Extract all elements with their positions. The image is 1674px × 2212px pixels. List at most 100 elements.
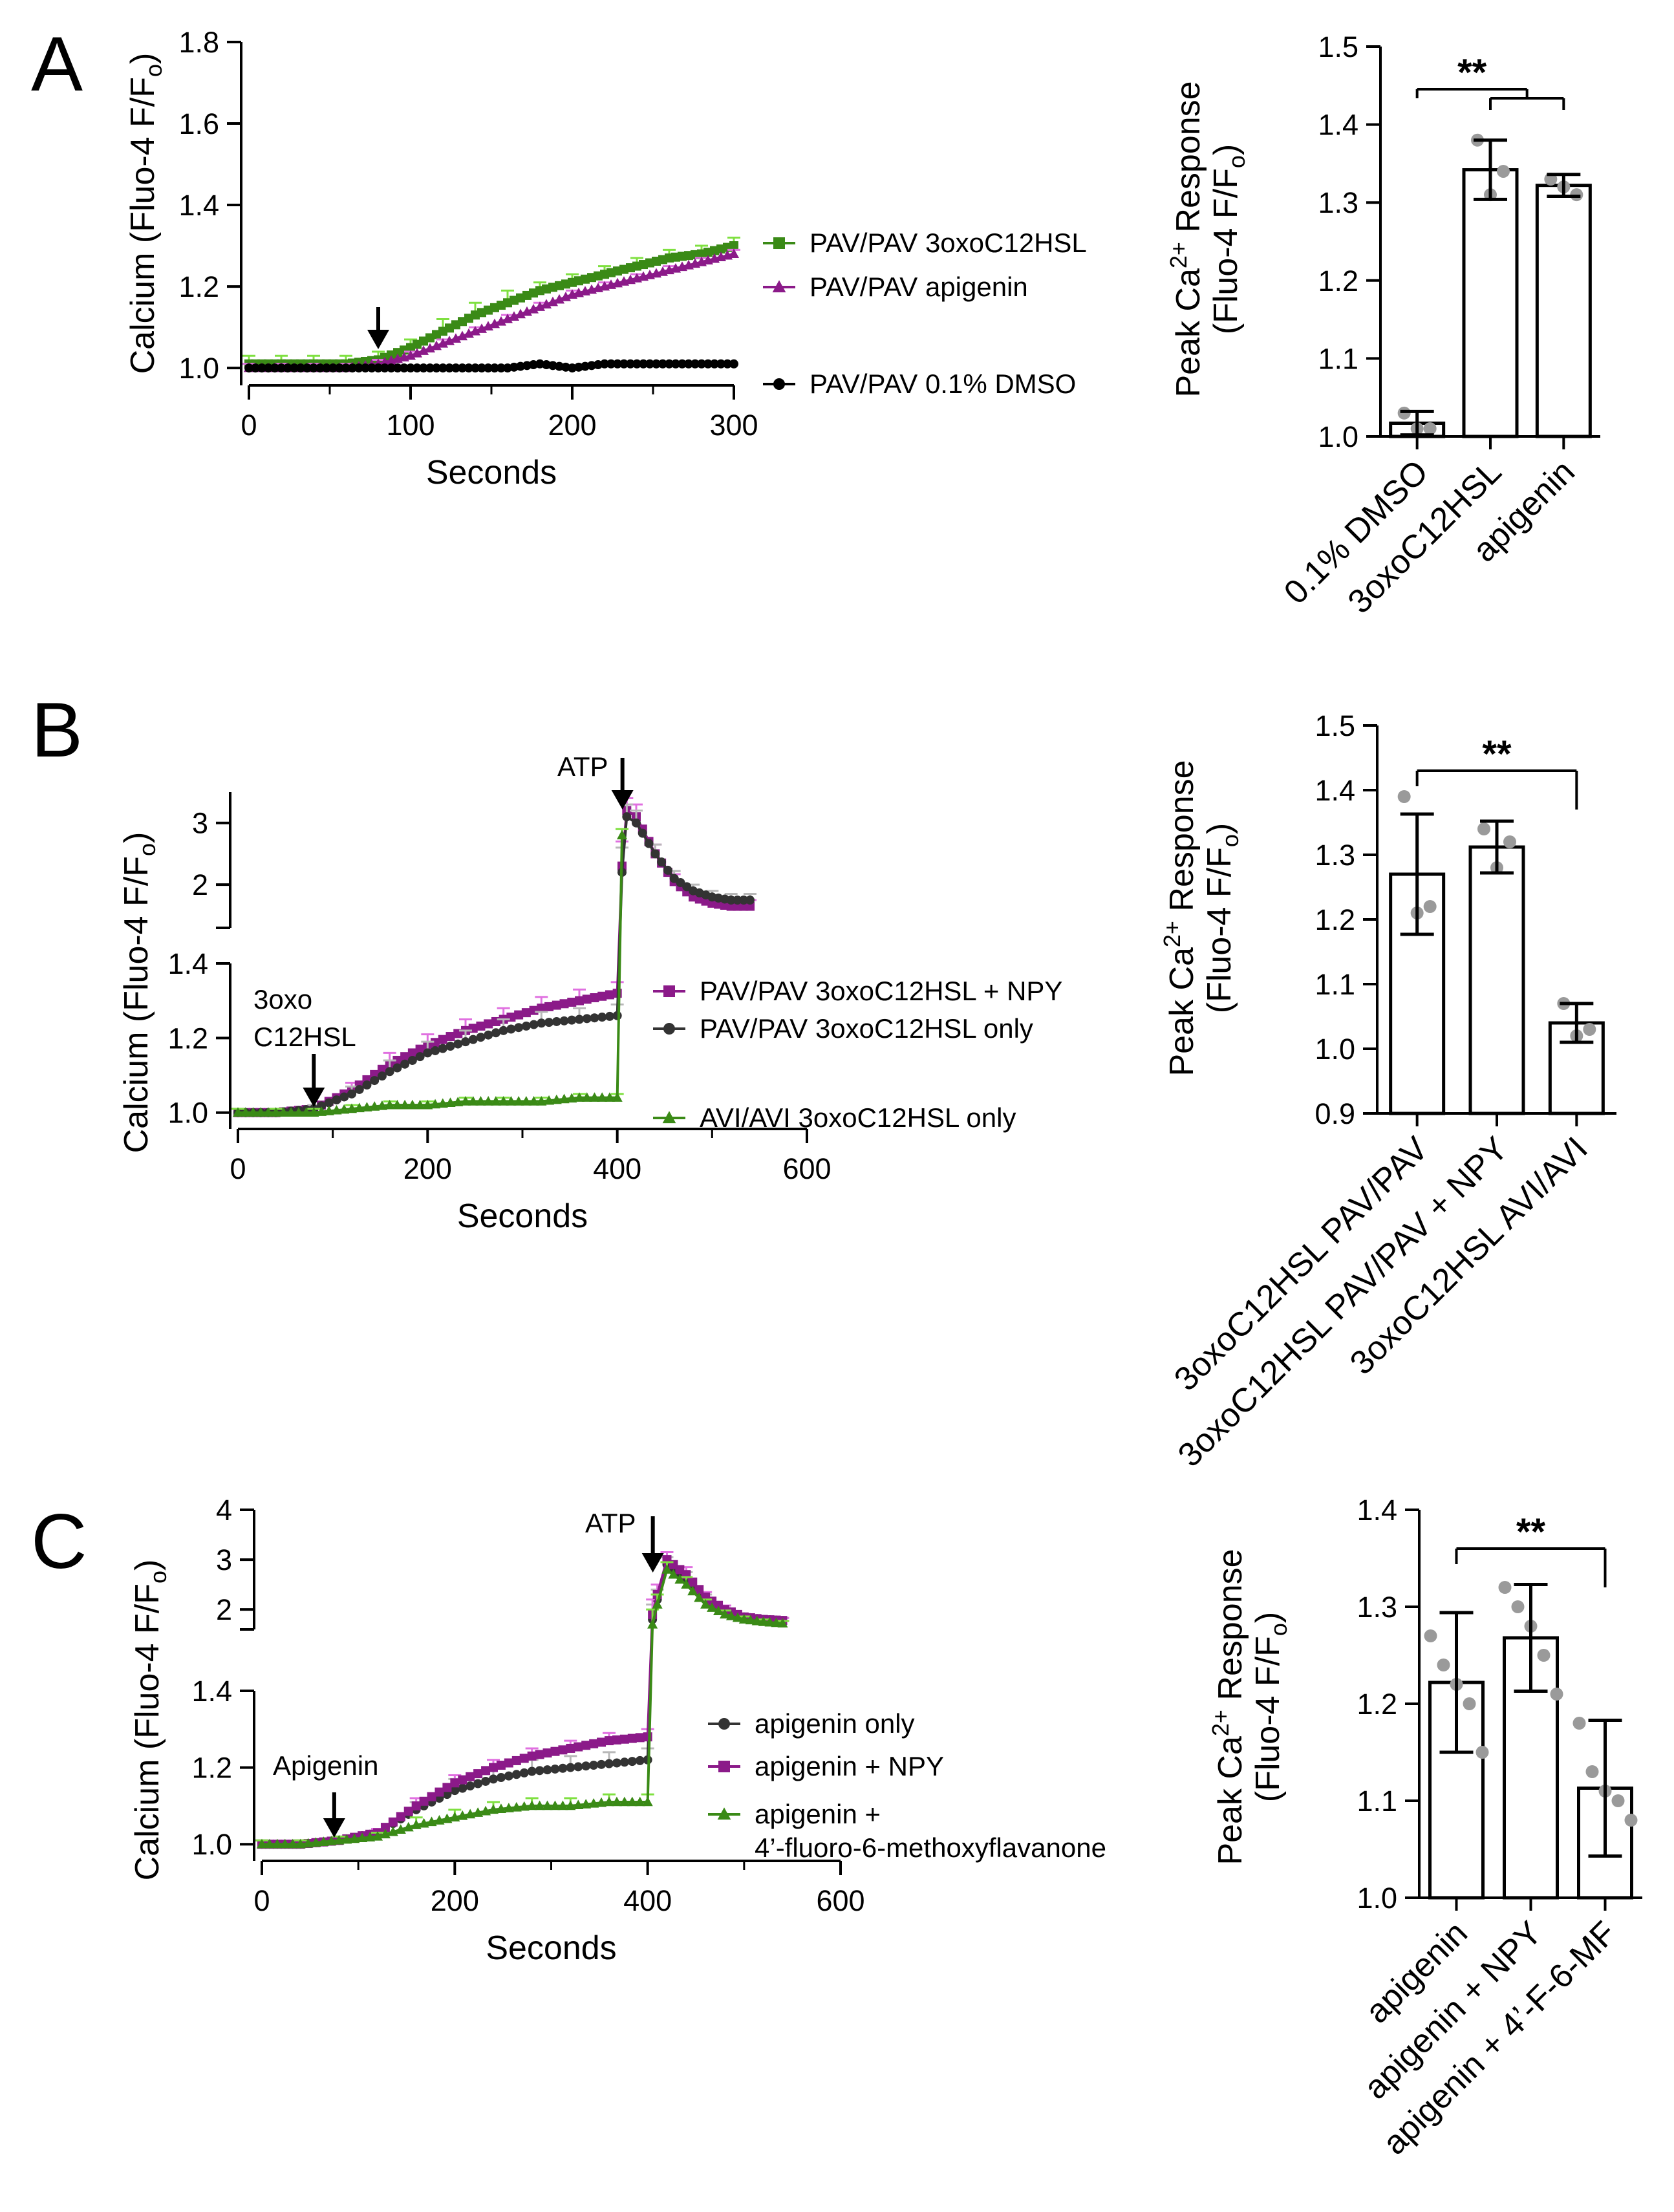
data-point [458,1783,467,1793]
data-point [634,1796,645,1807]
data-point [589,1739,599,1748]
data-point [713,1605,724,1616]
data-point [703,359,713,369]
data-point [558,1745,568,1755]
data-point [380,1823,390,1832]
x-tick-label: 200 [403,1152,452,1185]
replicate-point [1423,900,1437,913]
agonist-label: C12HSL [253,1022,356,1052]
trace-chart-C_trace: C 0 200 400 600 1.0 1.2 1.4 2 3 4 Seconds Calcium (F… [31,1494,1106,1967]
data-point [400,1099,411,1110]
bar-ylabel-line2: (Fluo-4 F/Fo) [1207,144,1250,335]
data-point [729,359,738,369]
data-point [438,1044,447,1053]
data-point [316,1106,327,1116]
data-point [504,1771,513,1781]
ylabel-text: Calcium (Fluo-4 F/F [129,1584,166,1880]
bar [1468,845,1525,1115]
data-point [604,1092,615,1102]
replicate-point [1498,1581,1512,1594]
data-point [435,1787,444,1797]
x-axis-label: Seconds [426,454,557,491]
data-point [484,1019,493,1029]
series-0: PAV/PAV 3oxoC12HSL [242,228,1087,369]
data-point [458,1775,467,1785]
y-axis-label: Calcium (Fluo-4 F/Fo) [124,53,167,374]
legend-marker [663,985,675,997]
legend-marker [772,280,786,293]
bar-chart-B_bar: 0.9 1.0 1.1 1.2 1.3 1.4 1.5 Peak Ca2+ Response(… [1159,709,1616,1474]
data-point [707,1602,718,1612]
y-tick-label-upper: 2 [192,868,208,901]
data-point [619,359,628,369]
data-point [520,1095,531,1106]
data-point [499,1025,508,1035]
data-point [567,1015,577,1025]
data-point [388,1817,398,1827]
legend-marker [773,378,785,390]
data-point [444,336,455,345]
bar [1462,168,1519,438]
data-point [567,997,577,1007]
y-tick-label: 1.5 [1318,30,1358,63]
y-tick-label-upper: 3 [192,807,208,840]
data-point [331,1104,342,1115]
data-point [427,1792,436,1801]
x-tick-label: 0 [241,409,257,442]
trace-chart-B_trace: B 0 200 400 600 1.0 1.2 1.4 2 3 Seconds Calcium (Fl… [31,687,1062,1235]
panel-c: C 0 200 400 600 1.0 1.2 1.4 2 3 4 Seconds Calcium (F… [31,1494,1642,2162]
x-tick-label: 400 [623,1884,672,1917]
data-point [697,359,706,369]
data-point [341,363,350,373]
category-label: 3oxoC12HSL PAV/PAV + NPY [1171,1130,1516,1474]
agonist-label: Apigenin [273,1750,378,1781]
data-point [489,1763,498,1772]
replicate-point [1424,1629,1437,1642]
data-point [332,1095,341,1105]
data-point [257,363,266,373]
data-point [430,1099,441,1109]
data-point [450,1778,460,1788]
data-point [481,1776,491,1786]
data-point [407,1048,417,1058]
data-point [263,1107,274,1117]
atp-label: ATP [557,751,608,782]
data-point [627,1757,637,1766]
y-tick-label-upper: 3 [216,1543,232,1576]
replicate-point [1611,1794,1625,1807]
data-point [248,1107,259,1117]
data-point [422,1099,433,1110]
data-point [573,1799,584,1810]
data-point [453,1097,464,1106]
data-point [694,1585,704,1595]
data-point [536,1095,547,1106]
data-point [684,359,693,369]
data-point [716,359,725,369]
y-tick-label: 1.4 [1318,109,1358,142]
ylabel-sub: o [140,64,167,77]
series-2: PAV/PAV 0.1% DMSO [244,359,1076,399]
data-point [339,1104,350,1114]
data-point [473,1769,483,1779]
data-point [508,311,520,321]
data-point [596,1797,607,1807]
data-point [559,1016,569,1025]
data-point [613,359,622,369]
data-point [466,1781,475,1791]
data-point [264,363,273,373]
data-point [733,896,742,905]
trace-chart-A_trace: A 0 100 200 300 1.0 1.2 1.4 1.6 1.8 Seconds Calcium… [31,21,1087,491]
ylabel-rest: Response [1163,760,1201,921]
data-point [400,363,409,373]
data-point [527,1766,537,1776]
ylabel-rest: Response [1170,81,1207,242]
ylabel2-main: (Fluo-4 F/F [1207,168,1245,334]
data-point [240,1107,251,1117]
data-point [442,1783,452,1792]
data-point [597,1759,606,1769]
data-point [423,1048,433,1058]
data-point [392,1055,402,1065]
x-tick-label: 100 [386,409,435,442]
data-point [619,1796,630,1807]
data-point [668,1569,679,1579]
